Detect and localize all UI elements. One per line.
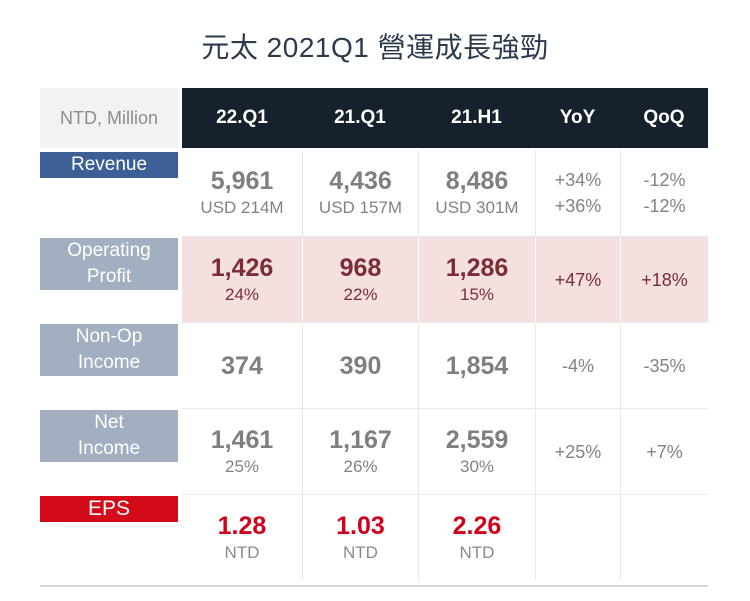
operating-profit-yoy-cell: +47%	[535, 237, 620, 322]
revenue-21q1-cell: 4,436 USD 157M	[302, 150, 418, 236]
column-header-qoq: QoQ	[643, 107, 685, 128]
value-main: 1.03	[336, 511, 385, 540]
column-header-21q1: 21.Q1	[334, 107, 386, 128]
net-income-yoy-cell: +25%	[535, 409, 620, 494]
eps-21q1-cell: 1.03 NTD	[302, 495, 418, 580]
table-row-revenue: Revenue 5,961 USD 214M 4,436 USD 157M 8,…	[40, 150, 708, 236]
net-income-21q1-cell: 1,167 26%	[302, 409, 418, 494]
value-main: 390	[339, 351, 382, 380]
net-income-qoq-cell: +7%	[620, 409, 708, 494]
value-main: 5,961	[210, 167, 274, 195]
eps-yoy-cell	[535, 495, 620, 580]
row-label-eps: EPS	[40, 496, 178, 522]
nonop-income-21q1-cell: 390	[302, 323, 418, 408]
column-headers: 22.Q1 21.Q1 21.H1 YoY QoQ	[182, 88, 708, 148]
column-header-22q1: 22.Q1	[216, 107, 268, 128]
value-sub: 22%	[343, 284, 378, 304]
revenue-qoq-cell: -12% -12%	[620, 150, 708, 236]
revenue-yoy-cell: +34% +36%	[535, 150, 620, 236]
value-sub: USD 301M	[435, 198, 519, 217]
value-sub: 30%	[459, 456, 495, 476]
column-header-21h1: 21.H1	[451, 107, 502, 128]
operating-profit-22q1-cell: 1,426 24%	[182, 237, 302, 322]
nonop-income-qoq-cell: -35%	[620, 323, 708, 408]
table-row-operating-profit: Operating Profit 1,426 24% 968 22% 1,286…	[40, 236, 708, 322]
page-title: 元太 2021Q1 營運成長強勁	[201, 32, 549, 63]
eps-qoq-cell	[620, 495, 708, 580]
value-main: 1,461	[210, 425, 274, 454]
net-income-21h1-cell: 2,559 30%	[418, 409, 535, 494]
value-sub: 25%	[224, 456, 260, 476]
table-row-eps: EPS 1.28 NTD 1.03 NTD 2.26 NTD	[40, 494, 708, 580]
revenue-22q1-cell: 5,961 USD 214M	[182, 150, 302, 236]
nonop-income-21h1-cell: 1,854	[418, 323, 535, 408]
value-sub: NTD	[224, 542, 260, 562]
table-bottom-rule	[40, 585, 708, 587]
eps-22q1-cell: 1.28 NTD	[182, 495, 302, 580]
value-main: 1,426	[210, 253, 274, 282]
value-sub: 26%	[343, 456, 378, 476]
nonop-income-22q1-cell: 374	[182, 323, 302, 408]
value-main: 374	[221, 351, 263, 380]
nonop-income-yoy-cell: -4%	[535, 323, 620, 408]
units-corner-cell: NTD, Million	[40, 88, 178, 148]
row-label-nonop-income: Non-Op Income	[40, 324, 178, 376]
row-label-net-income: Net Income	[40, 410, 178, 462]
value-main: 8,486	[445, 167, 509, 195]
value-sub: 15%	[459, 284, 495, 304]
column-header-yoy: YoY	[559, 107, 596, 128]
eps-21h1-cell: 2.26 NTD	[418, 495, 535, 580]
value-sub: NTD	[343, 542, 378, 562]
operating-profit-21h1-cell: 1,286 15%	[418, 237, 535, 322]
value-sub: NTD	[459, 542, 495, 562]
table-row-net-income: Net Income 1,461 25% 1,167 26% 2,559 30%	[40, 408, 708, 494]
value-main: 2.26	[452, 511, 502, 540]
row-label-revenue: Revenue	[40, 152, 178, 178]
value-main: 1,286	[445, 253, 509, 282]
value-sub: 24%	[224, 284, 260, 304]
row-label-operating-profit: Operating Profit	[40, 238, 178, 290]
value-main: 968	[339, 253, 382, 282]
value-main: 2,559	[445, 425, 509, 454]
net-income-22q1-cell: 1,461 25%	[182, 409, 302, 494]
value-main: 1.28	[217, 511, 267, 540]
value-main: 1,854	[445, 351, 509, 380]
table-header-row: NTD, Million 22.Q1 21.Q1 21.H1 YoY QoQ	[40, 88, 708, 148]
value-sub: USD 157M	[318, 198, 403, 217]
table-row-nonop-income: Non-Op Income 374 390 1,854 -4%	[40, 322, 708, 408]
operating-profit-qoq-cell: +18%	[620, 237, 708, 322]
value-main: 4,436	[329, 167, 392, 195]
financial-results-table: NTD, Million 22.Q1 21.Q1 21.H1 YoY QoQ R…	[40, 88, 708, 587]
revenue-21h1-cell: 8,486 USD 301M	[418, 150, 535, 236]
value-main: 1,167	[329, 425, 392, 454]
value-sub: USD 214M	[200, 198, 284, 217]
operating-profit-21q1-cell: 968 22%	[302, 237, 418, 322]
